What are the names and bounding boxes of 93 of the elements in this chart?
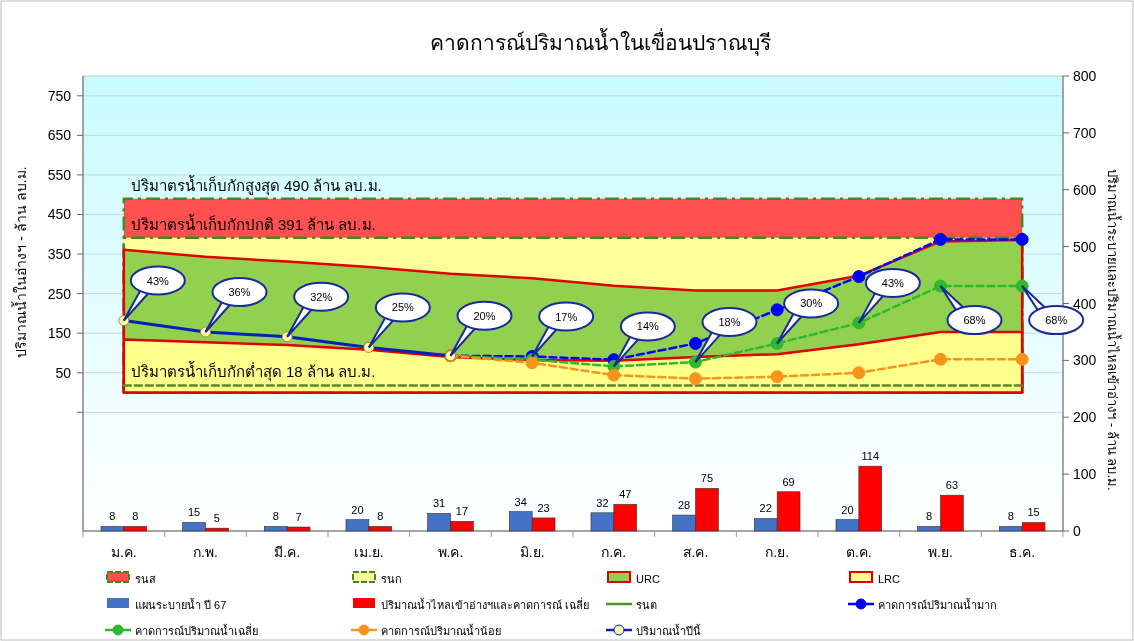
data-label: 75 bbox=[700, 472, 714, 485]
data-label: 8 bbox=[1007, 510, 1014, 523]
annotation: 68% bbox=[963, 314, 986, 327]
y2-tick-label: 800 bbox=[1073, 68, 1097, 84]
data-label: 32 bbox=[596, 496, 609, 509]
callout: 17% bbox=[531, 301, 595, 358]
data-label: 31 bbox=[432, 497, 446, 510]
data-label: 114 bbox=[861, 450, 880, 463]
x-tick-label: ม.ค. bbox=[110, 544, 137, 560]
annotation: 14% bbox=[636, 320, 660, 333]
annotation: 43% bbox=[146, 274, 170, 287]
legend-label: รนส bbox=[135, 573, 156, 585]
data-label: 23 bbox=[537, 501, 550, 514]
x-tick-label: พ.ย. bbox=[928, 544, 953, 560]
y-tick-label: 550 bbox=[47, 166, 72, 183]
callout: 32% bbox=[286, 281, 350, 338]
annotation: 36% bbox=[228, 285, 251, 298]
callout: 43% bbox=[857, 267, 921, 324]
legend-label: LRC bbox=[878, 573, 901, 585]
annotation: 32% bbox=[310, 290, 333, 303]
data-label: 8 bbox=[926, 510, 933, 523]
legend-label: รนก bbox=[381, 573, 402, 585]
y-tick-label: 250 bbox=[47, 285, 72, 302]
y2-tick-label: 200 bbox=[1073, 409, 1097, 426]
legend-label: คาดการณ์ปริมาณน้ำน้อย bbox=[381, 623, 501, 637]
data-label: 34 bbox=[514, 495, 527, 508]
annotation: ปริมาตรน้ำเก็บกักสูงสุด 490 ล้าน ลบ.ม. bbox=[130, 174, 382, 196]
data-label: 20 bbox=[841, 503, 854, 516]
data-label: 8 bbox=[109, 510, 116, 523]
y2-tick-label: 700 bbox=[1073, 124, 1097, 141]
callout: 30% bbox=[776, 288, 840, 345]
x-tick-label: ส.ค. bbox=[682, 544, 709, 560]
annotation: 30% bbox=[800, 297, 823, 310]
x-tick-label: เม.ย. bbox=[353, 544, 384, 560]
callout: 14% bbox=[612, 311, 676, 368]
y-axis-title: ปริมาณน้ำในอ่างฯ - ล้าน ลบ.ม. bbox=[11, 166, 29, 358]
legend-label: แผนระบายน้ำ ปี 67 bbox=[135, 597, 227, 611]
legend-label: คาดการณ์ปริมาณน้ำเฉลี่ย bbox=[135, 623, 258, 637]
data-label: 20 bbox=[351, 503, 364, 516]
legend-label: ปริมาณน้ำปีนี้ bbox=[636, 623, 701, 637]
y-tick-label: 50 bbox=[55, 364, 72, 381]
x-tick-label: มี.ค. bbox=[274, 544, 301, 560]
y2-tick-label: 100 bbox=[1073, 466, 1097, 483]
annotation: 18% bbox=[718, 316, 741, 329]
data-label: 8 bbox=[272, 510, 279, 523]
annotation: 43% bbox=[881, 276, 905, 289]
y2-tick-label: 0 bbox=[1073, 523, 1081, 539]
callout: 36% bbox=[204, 277, 268, 333]
callout: 25% bbox=[367, 292, 431, 349]
y-tick-label: 750 bbox=[47, 87, 72, 104]
annotation: ปริมาตรน้ำเก็บกักปกติ 391 ล้าน ลบ.ม. bbox=[130, 213, 376, 233]
callout: 68% bbox=[939, 285, 1003, 336]
annotation: 20% bbox=[473, 309, 496, 322]
x-tick-label: มิ.ย. bbox=[519, 544, 545, 560]
y-tick-label: 650 bbox=[47, 127, 72, 144]
data-label: 8 bbox=[132, 510, 139, 523]
annotation: 68% bbox=[1045, 314, 1068, 327]
y-tick-label: 450 bbox=[47, 206, 72, 223]
data-label: 17 bbox=[455, 505, 469, 518]
y2-tick-label: 500 bbox=[1073, 238, 1097, 255]
callout: 18% bbox=[694, 307, 758, 364]
y2-tick-label: 400 bbox=[1073, 295, 1097, 312]
data-label: 15 bbox=[187, 506, 201, 519]
callout: 43% bbox=[122, 265, 186, 322]
annotation: 17% bbox=[555, 310, 578, 323]
x-tick-label: ก.พ. bbox=[193, 544, 218, 560]
annotation: ปริมาตรน้ำเก็บกักต่ำสุด 18 ล้าน ลบ.ม. bbox=[130, 361, 376, 383]
x-tick-label: ต.ค. bbox=[845, 544, 872, 560]
chart-title: คาดการณ์ปริมาณน้ำในเขื่อนปราณบุรี bbox=[429, 28, 771, 56]
data-label: 28 bbox=[677, 499, 691, 512]
data-label: 63 bbox=[945, 479, 959, 492]
legend-label: ปริมาณน้ำไหลเข้าอ่างฯและคาดการณ์ เฉลี่ย bbox=[381, 597, 590, 611]
legend-label: คาดการณ์ปริมาณน้ำมาก bbox=[878, 597, 997, 611]
x-tick-label: พ.ค. bbox=[437, 544, 464, 560]
y2-axis-title: ปริมาณน้ำระบายและปริมาณน้ำไหลเข้าอ่างฯ - ล้าน ลบ.ม. bbox=[1105, 169, 1122, 491]
legend-label: รนต bbox=[636, 599, 657, 611]
data-label: 8 bbox=[377, 510, 384, 523]
y-tick-label: 350 bbox=[47, 246, 72, 263]
data-label: 22 bbox=[759, 502, 772, 515]
data-label: 5 bbox=[213, 512, 220, 525]
data-label: 15 bbox=[1027, 506, 1040, 519]
x-tick-label: ธ.ค. bbox=[1009, 544, 1036, 560]
annotation: 25% bbox=[391, 301, 415, 314]
legend-label: URC bbox=[636, 573, 660, 585]
y-tick-label: 150 bbox=[47, 325, 72, 342]
y2-tick-label: 600 bbox=[1073, 181, 1097, 198]
data-label: 47 bbox=[619, 488, 632, 501]
y2-tick-label: 300 bbox=[1073, 352, 1097, 369]
data-label: 69 bbox=[782, 475, 795, 488]
x-tick-label: ก.ย. bbox=[765, 544, 790, 560]
callout: 20% bbox=[449, 300, 513, 357]
x-tick-label: ก.ค. bbox=[601, 544, 627, 560]
data-label: 7 bbox=[295, 511, 302, 524]
